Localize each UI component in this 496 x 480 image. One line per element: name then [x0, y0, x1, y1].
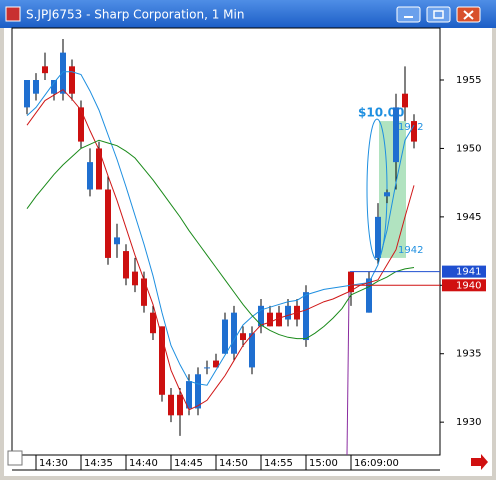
x-tick-label: 16:09:00 — [354, 458, 399, 469]
x-tick-label: 14:30 — [39, 458, 68, 469]
indicator-drop — [346, 291, 350, 456]
candle-body — [222, 319, 228, 354]
candle-body — [87, 162, 93, 190]
price-tag-label: 1940 — [456, 280, 481, 291]
candle-body — [24, 80, 30, 108]
candle-body — [231, 312, 237, 354]
price-tag — [442, 279, 486, 292]
window-title: S.JPJ6753 - Sharp Corporation, 1 Min — [26, 8, 244, 22]
plot-area — [11, 27, 441, 456]
y-tick-label: 1935 — [456, 349, 481, 360]
candle-body — [105, 189, 111, 258]
moving-average — [26, 139, 415, 340]
candle-body — [42, 66, 48, 74]
minimize-button[interactable] — [396, 6, 421, 23]
candle-body — [141, 278, 147, 306]
candle-body — [393, 107, 399, 163]
x-tick-label: 14:55 — [264, 458, 293, 469]
candle-body — [258, 305, 264, 327]
app-icon — [5, 6, 21, 22]
x-tick-label: 14:40 — [129, 458, 158, 469]
annotation-low: 1942 — [398, 245, 423, 256]
candle-body — [33, 80, 39, 94]
candle-body — [285, 305, 291, 320]
candle-body — [132, 271, 138, 286]
candle-body — [267, 312, 273, 327]
annotation-text: $10.00 — [358, 106, 404, 120]
x-tick-label: 15:00 — [309, 458, 338, 469]
x-tick-label: 14:45 — [174, 458, 203, 469]
candle-body — [114, 237, 120, 245]
candle-body — [213, 360, 219, 368]
candle-body — [240, 333, 246, 341]
maximize-button[interactable] — [426, 6, 451, 23]
moving-average — [26, 71, 415, 386]
y-tick-label: 1955 — [456, 75, 481, 86]
y-tick-label: 1930 — [456, 417, 481, 428]
candle-body — [51, 80, 57, 94]
candle-body — [276, 312, 282, 327]
corner-box[interactable] — [7, 450, 23, 466]
x-tick-label: 14:35 — [84, 458, 113, 469]
candle-body — [123, 251, 129, 279]
candle-body — [159, 326, 165, 395]
x-tick-label: 14:50 — [219, 458, 248, 469]
candle-body — [168, 394, 174, 416]
price-tag — [442, 265, 486, 278]
candle-body — [375, 216, 381, 258]
candle-body — [411, 121, 417, 142]
annotation-range — [379, 121, 406, 258]
candle-body — [303, 292, 309, 341]
candle-body — [96, 148, 102, 190]
candle-body — [186, 381, 192, 409]
candle-body — [249, 333, 255, 368]
scroll-arrow[interactable] — [471, 454, 488, 470]
price-tag-label: 1941 — [456, 267, 481, 278]
candle-body — [195, 374, 201, 409]
candle-body — [177, 394, 183, 416]
moving-average — [26, 88, 415, 411]
window-buttons[interactable] — [396, 6, 481, 23]
candle-body — [204, 367, 210, 369]
candle-body — [384, 192, 390, 197]
candle-body — [150, 312, 156, 334]
y-tick-label: 1945 — [456, 212, 481, 223]
candle-body — [402, 93, 408, 108]
annotation-high: 1952 — [398, 122, 423, 133]
candle-body — [366, 278, 372, 313]
candle-body — [78, 107, 84, 142]
candle-body — [348, 271, 354, 293]
candle-body — [69, 66, 75, 94]
candle-body — [60, 52, 66, 94]
y-tick-label: 1950 — [456, 143, 481, 154]
